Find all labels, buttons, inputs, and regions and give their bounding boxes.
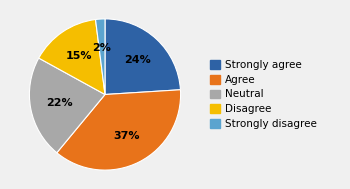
Text: 22%: 22%: [46, 98, 72, 108]
Text: 2%: 2%: [93, 43, 112, 53]
Wedge shape: [29, 58, 105, 153]
Wedge shape: [57, 90, 181, 170]
Text: 37%: 37%: [113, 131, 140, 141]
Legend: Strongly agree, Agree, Neutral, Disagree, Strongly disagree: Strongly agree, Agree, Neutral, Disagree…: [208, 58, 319, 131]
Text: 15%: 15%: [65, 51, 92, 61]
Wedge shape: [96, 19, 105, 95]
Wedge shape: [105, 19, 181, 95]
Text: 24%: 24%: [124, 55, 150, 65]
Wedge shape: [39, 19, 105, 94]
